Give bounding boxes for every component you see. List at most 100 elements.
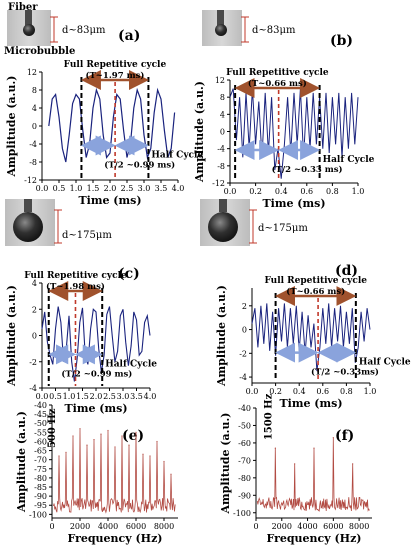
y-tick-label: -12	[212, 179, 225, 188]
peak-annotation: 1500 Hz	[263, 393, 274, 440]
y-tick-label: -75	[34, 465, 47, 474]
y-tick-label: -65	[34, 447, 47, 456]
peak-annotation: 500 Hz	[47, 408, 58, 448]
x-tick-label: 0.8	[340, 387, 353, 396]
x-tick-label: 2000	[272, 522, 292, 531]
panel-letter-d: (d)	[335, 263, 358, 279]
x-tick-label: 0.6	[300, 187, 313, 196]
panel-b: d~83μm (b) 0.0 0.2 0.4 0.6 0.8 1.0 12 8 4 0 -4 -8 -1…	[193, 10, 375, 210]
x-tick-label: 2.5	[103, 392, 116, 401]
y-tick-label: 0	[242, 326, 247, 335]
spectrum-peak	[86, 444, 88, 446]
x-tick-label: 2.0	[104, 184, 117, 193]
y-tick-label: -70	[238, 456, 251, 465]
spectrum-peak	[313, 447, 315, 449]
spectrum-peak	[58, 455, 60, 457]
y-tick-label: -60	[34, 437, 47, 446]
panel-letter-b: (b)	[330, 33, 353, 49]
x-tick-label: 6000	[323, 522, 343, 531]
x-tick-label: 8000	[154, 522, 174, 531]
plot-f: 0 2000 4000 6000 8000 -40 -50 -60 -70 -80 -90 -100 F…	[219, 393, 372, 545]
x-tick-label: 0.6	[316, 387, 329, 396]
y-tick-label: 4	[32, 279, 37, 288]
spectrum-line	[53, 428, 176, 514]
x-tick-label: 1.0	[63, 392, 76, 401]
spectrum-peak	[72, 435, 74, 437]
x-axis-label: Time (ms)	[64, 402, 127, 415]
period-label: (T~0.66 ms)	[286, 286, 345, 297]
x-axis-label: Time (ms)	[262, 197, 325, 210]
period-label: (T~0.66 ms)	[248, 78, 307, 89]
y-tick-label: -95	[34, 501, 47, 510]
spectrum-peak	[156, 440, 158, 443]
spectrum-peak	[149, 455, 151, 457]
y-axis-label: Amplitude (a.u.)	[215, 285, 228, 387]
y-tick-label: 0	[220, 128, 225, 137]
x-tick-label: 0.0	[246, 387, 259, 396]
x-tick-label: 3.0	[138, 184, 151, 193]
x-tick-label: 0.5	[53, 184, 66, 193]
half-cycle-label: Half Cycle	[323, 155, 375, 165]
y-tick-label: -50	[34, 419, 47, 428]
panel-letter-e: (e)	[122, 428, 144, 444]
y-tick-label: 8	[32, 86, 37, 95]
y-tick-label: -12	[24, 176, 37, 185]
plot-c: 0.0 0.5 1.0 1.5 2.0 2.5 3.0 3.5 4.0 4 2 0 -2 -4 Time (…	[5, 271, 157, 415]
x-tick-label: 0.0	[224, 187, 237, 196]
y-tick-label: -4	[239, 373, 247, 382]
spectrum-line	[256, 437, 370, 512]
panel-letter-c: (c)	[118, 266, 140, 282]
spectrum-peak	[135, 431, 137, 433]
x-tick-label: 3.5	[155, 184, 168, 193]
x-tick-label: 0.0	[36, 184, 49, 193]
spectrum-peak	[128, 444, 130, 446]
y-tick-label: -40	[34, 401, 47, 410]
period-label: (T~1.98 ms)	[46, 281, 105, 292]
diameter-label-c: d~175μm	[62, 230, 112, 241]
x-tick-label: 0.4	[275, 187, 288, 196]
y-tick-label: 2	[242, 302, 247, 311]
y-tick-label: -4	[29, 140, 37, 149]
panel-letter-f: (f)	[335, 428, 354, 444]
half-cycle-label: Half Cycle	[359, 358, 411, 368]
spectrum-peak	[142, 453, 144, 455]
spectrum-peak	[100, 433, 102, 435]
spectrum-peak	[79, 428, 81, 430]
panel-d: d~175μm (d) 0.0 0.2 0.4 0.6 0.8 1.0 2 0 -2 -4 Time…	[200, 199, 411, 410]
spectrum-peak	[352, 463, 354, 465]
microbubble-label: Microbubble	[4, 46, 75, 57]
x-tick-label: 2000	[70, 522, 90, 531]
plot-a: 0.0 0.5 1.0 1.5 2.0 2.5 3.0 3.5 4.0 12 8 4 0 -4 -8 -12 T…	[5, 60, 203, 207]
x-tick-label: 4.0	[172, 184, 185, 193]
y-tick-label: 4	[220, 110, 225, 119]
half-period-label: (T/2 ~0.33 ms)	[272, 164, 343, 175]
y-axis-label: Amplitude (a.u.)	[193, 81, 206, 183]
y-axis-label: Amplitude (a.u.)	[5, 75, 18, 177]
y-tick-label: 12	[27, 68, 37, 77]
y-tick-label: -8	[217, 162, 225, 171]
x-tick-label: 0	[253, 522, 258, 531]
y-axis-label: Amplitude (a.u.)	[15, 411, 28, 513]
y-tick-label: 4	[32, 104, 37, 113]
series-line	[41, 306, 151, 382]
x-tick-label: 1.0	[364, 387, 377, 396]
plot-d: 0.0 0.2 0.4 0.6 0.8 1.0 2 0 -2 -4 Time (ms) Amplitu…	[215, 276, 411, 410]
y-tick-label: -55	[34, 428, 47, 437]
spectrum-peak	[294, 463, 296, 465]
x-tick-label: 0.0	[36, 392, 49, 401]
spectrum-peak	[170, 473, 172, 475]
inset-image-c: d~175μm	[5, 199, 112, 246]
spectrum-peak	[65, 451, 67, 453]
spectrum-peak	[114, 446, 116, 448]
panel-letter-a: (a)	[118, 28, 140, 44]
x-axis-label: Frequency (Hz)	[67, 532, 162, 545]
y-axis-label: Amplitude (a.u.)	[5, 285, 18, 387]
panel-e: (e) 0 2000 4000 6000 8000-40-45-50-55-60-65-…	[15, 401, 178, 545]
y-tick-label: -2	[29, 358, 37, 367]
y-tick-label: -4	[217, 145, 225, 154]
spectrum-peak	[93, 439, 95, 441]
x-tick-label: 4000	[98, 522, 118, 531]
y-tick-label: -4	[29, 384, 37, 393]
x-tick-label: 4000	[297, 522, 317, 531]
x-tick-label: 0.5	[49, 392, 62, 401]
